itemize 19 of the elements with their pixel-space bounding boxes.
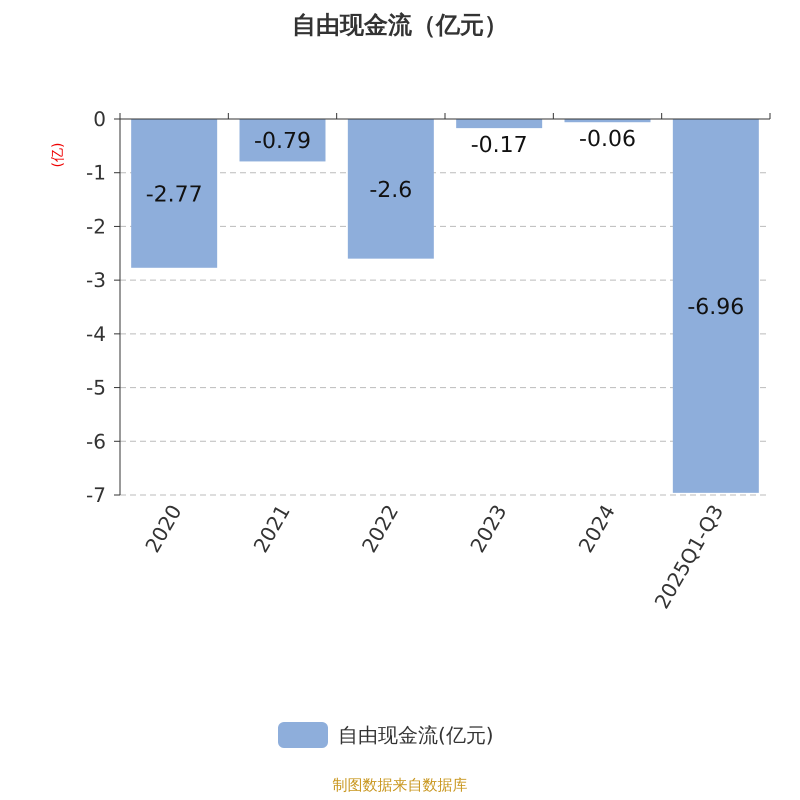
y-tick-label: -3 [86, 268, 106, 292]
data-label: -2.6 [369, 178, 412, 203]
chart-title: 自由现金流（亿元） [292, 11, 508, 39]
y-tick-label: -5 [86, 376, 106, 400]
data-label: -6.96 [687, 294, 744, 320]
y-tick-label: -6 [86, 429, 106, 454]
y-tick-label: 0 [93, 107, 106, 131]
y-tick-label: -2 [86, 214, 106, 238]
data-label: -0.17 [470, 133, 528, 158]
legend-label: 自由现金流(亿元) [338, 723, 494, 747]
y-tick-label: -1 [86, 160, 106, 185]
data-label: -0.79 [254, 129, 311, 154]
legend: 自由现金流(亿元) [278, 722, 494, 748]
text: 制图数据来自数据库 [332, 776, 468, 794]
y-tick-label: -7 [86, 483, 106, 507]
data-label: -0.06 [579, 127, 636, 152]
data-label: -2.77 [146, 182, 203, 208]
y-tick-label: -4 [86, 322, 106, 346]
y-axis-title: (亿) [50, 142, 66, 168]
